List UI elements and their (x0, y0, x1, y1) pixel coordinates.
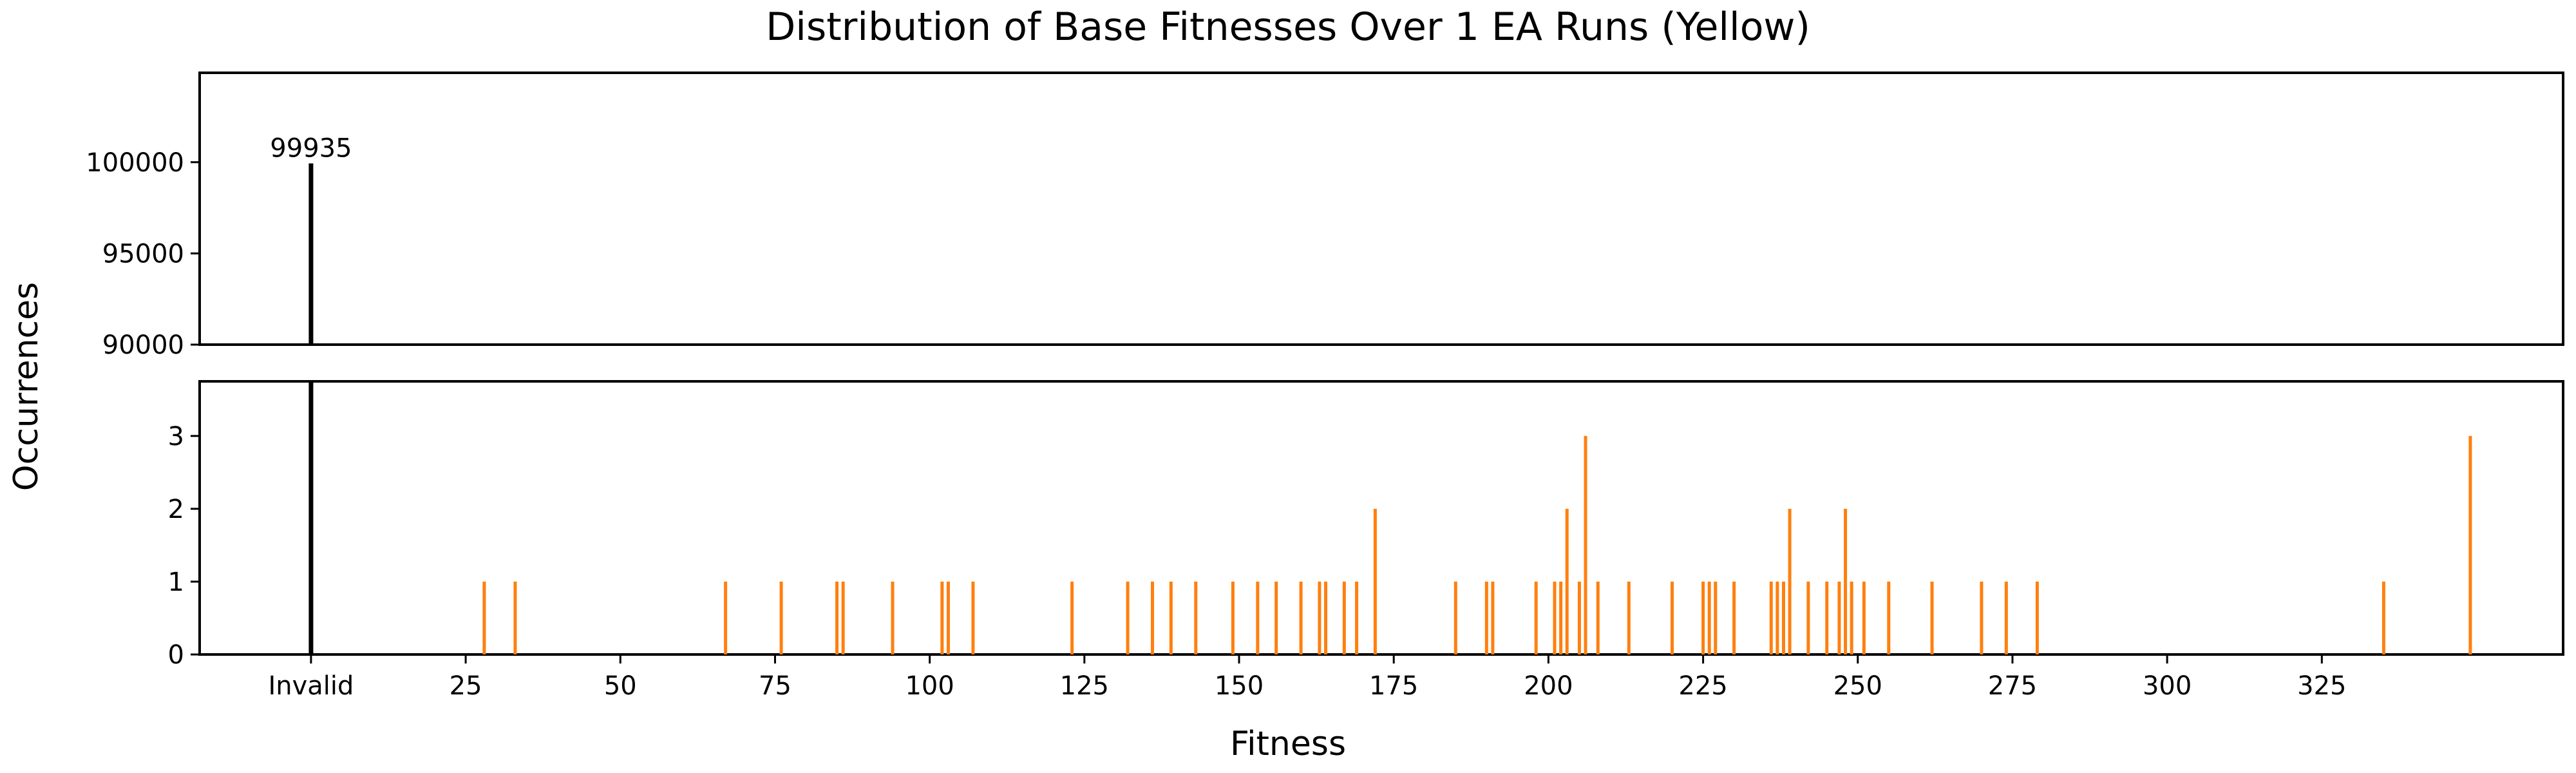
bottom-y-tick-label: 1 (168, 568, 184, 597)
x-tick-label: 225 (1678, 671, 1727, 701)
top-y-axis: 90000 95000 100000 (86, 148, 200, 360)
x-axis: Invalid 25 50 75 100 125 150 175 200 225 250 275 300… (268, 654, 2346, 701)
x-tick-label: 200 (1524, 671, 1573, 701)
top-panel-frame (198, 72, 2564, 346)
x-tick-label: 75 (759, 671, 791, 701)
top-y-tick-label: 90000 (102, 330, 184, 360)
x-tick-label: Invalid (268, 671, 354, 701)
x-tick-label: 175 (1369, 671, 1418, 701)
x-tick-label: 250 (1833, 671, 1882, 701)
x-tick-label: 150 (1215, 671, 1264, 701)
top-y-tick-label: 100000 (86, 148, 184, 178)
bottom-y-tick-label: 2 (168, 495, 184, 524)
x-tick-label: 25 (450, 671, 482, 701)
top-y-tick-label: 95000 (102, 239, 184, 269)
top-panel (198, 72, 2564, 346)
invalid-bar-group: 99935 (270, 134, 352, 654)
bottom-y-axis: 0 1 2 3 (168, 422, 200, 670)
x-axis-label: Fitness (1230, 725, 1346, 763)
x-tick-label: 100 (905, 671, 954, 701)
bottom-panel-frame (198, 380, 2564, 656)
x-tick-label: 275 (1988, 671, 2037, 701)
x-tick-label: 125 (1060, 671, 1109, 701)
fitness-bars (482, 435, 2472, 654)
y-axis-label: Occurrences (7, 282, 46, 491)
bottom-y-tick-label: 0 (168, 640, 184, 670)
bottom-panel (198, 380, 2564, 656)
x-tick-label: 300 (2143, 671, 2192, 701)
invalid-count-label: 99935 (270, 134, 352, 164)
x-tick-label: 50 (604, 671, 637, 701)
bottom-y-tick-label: 3 (168, 422, 184, 452)
chart-title: Distribution of Base Fitnesses Over 1 EA… (766, 5, 1810, 50)
x-tick-label: 325 (2297, 671, 2346, 701)
